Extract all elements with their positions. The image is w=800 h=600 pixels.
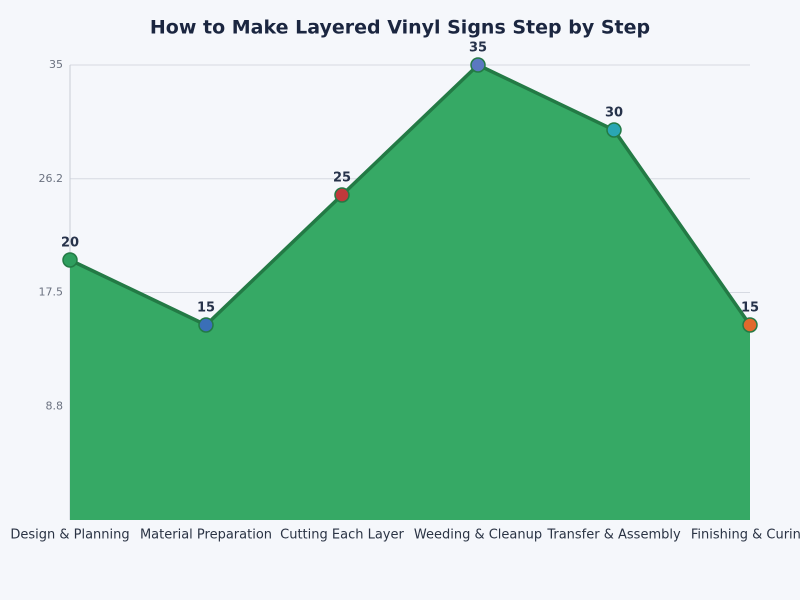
- y-tick-label: 17.5: [39, 286, 64, 299]
- point: [606, 122, 622, 138]
- x-tick-label: Finishing & Curing: [691, 528, 800, 543]
- point: [742, 317, 758, 333]
- x-tick-label: Weeding & Cleanup: [414, 528, 542, 543]
- x-tick-label: Cutting Each Layer: [280, 528, 404, 543]
- point: [334, 187, 350, 203]
- y-tick-label: 35: [49, 58, 63, 71]
- x-tick-label: Material Preparation: [140, 528, 272, 543]
- data-label: 20: [61, 236, 79, 251]
- x-tick-label: Transfer & Assembly: [546, 528, 681, 543]
- data-label: 25: [333, 171, 351, 186]
- point: [198, 317, 214, 333]
- point: [470, 57, 486, 73]
- data-label: 15: [197, 301, 215, 316]
- line: [69, 63, 752, 327]
- y-tick-label: 8.8: [46, 399, 64, 412]
- area: [70, 65, 750, 520]
- x-tick-label: Design & Planning: [10, 528, 129, 543]
- data-label: 30: [605, 106, 623, 121]
- data-label: 15: [741, 301, 759, 316]
- data-label: 35: [469, 41, 487, 56]
- point: [62, 252, 78, 268]
- chart-title: How to Make Layered Vinyl Signs Step by …: [150, 17, 650, 39]
- y-tick-label: 26.2: [39, 172, 64, 185]
